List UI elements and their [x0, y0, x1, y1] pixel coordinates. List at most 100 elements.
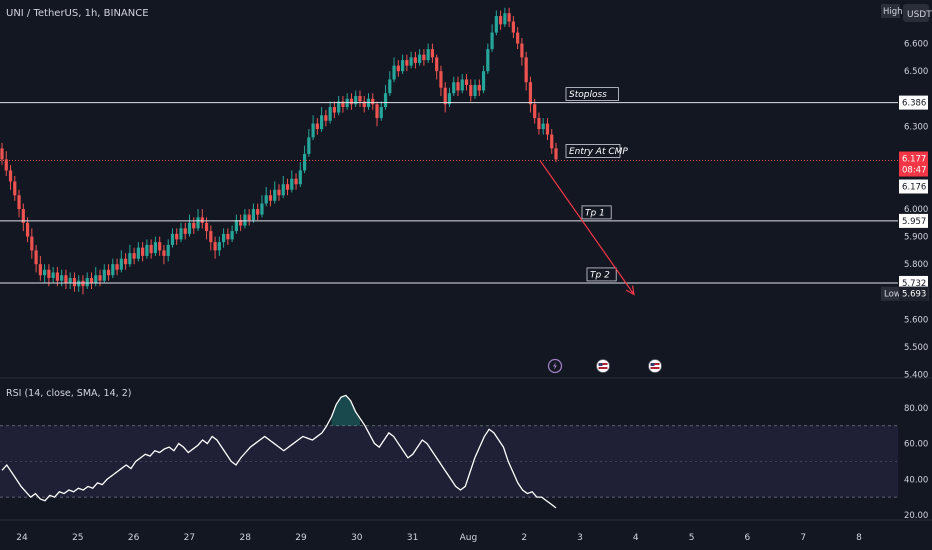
candle-body	[243, 214, 247, 226]
candle-body	[537, 118, 541, 130]
time-tick-label: 3	[577, 533, 583, 543]
candle-body	[192, 222, 196, 229]
candle-body	[383, 93, 388, 108]
candle-body	[341, 101, 345, 108]
candle-body	[494, 16, 498, 33]
entry-label: Entry At CMP	[569, 147, 628, 157]
candle-body	[72, 277, 77, 287]
candle-body	[85, 277, 89, 287]
currency-button[interactable]	[903, 4, 929, 22]
candle-body	[477, 84, 481, 91]
candle-body	[435, 57, 439, 72]
candle-body	[89, 277, 94, 284]
candle-body	[388, 79, 392, 94]
price-tick-label: 5.400	[904, 370, 928, 380]
candle-body	[175, 233, 179, 240]
candle-body	[204, 222, 209, 232]
candle-body	[4, 159, 8, 171]
countdown-label: 08:47	[902, 166, 927, 176]
candle-body	[43, 269, 47, 276]
level-price-badge	[899, 213, 928, 228]
time-tick-label: 4	[633, 533, 639, 543]
flag-icon	[648, 359, 662, 373]
candle-body	[98, 275, 102, 281]
candle-body	[106, 269, 111, 276]
level-price-badge	[899, 95, 928, 110]
candle-body	[520, 43, 524, 58]
price-tick-label: 5.900	[904, 233, 928, 243]
candle-body	[371, 98, 375, 105]
rsi-tick-label: 20.00	[904, 511, 928, 521]
candle-body	[511, 21, 515, 33]
price-tick-label: 5.800	[904, 260, 928, 270]
candle-body	[443, 87, 447, 105]
candle-body	[38, 264, 42, 276]
level-label-box	[586, 267, 617, 282]
time-tick-label: 29	[295, 533, 307, 543]
candle-body	[507, 13, 511, 22]
candle-body	[545, 123, 550, 135]
time-tick-label: 2	[521, 533, 527, 543]
flag-stripe	[598, 363, 608, 365]
candle-body	[375, 104, 379, 119]
candle-body	[256, 209, 260, 215]
candle-body	[17, 195, 21, 210]
candle-body	[469, 84, 473, 96]
candle-body	[111, 264, 115, 276]
candle-body	[281, 184, 285, 196]
candle-body	[141, 247, 145, 256]
candle-body	[422, 54, 426, 61]
candle-body	[94, 275, 98, 284]
time-tick-label: Aug	[460, 533, 478, 543]
candle-body	[315, 123, 319, 130]
level-label: Stoploss	[569, 90, 607, 100]
candle-body	[481, 71, 486, 91]
level-price-label: 6.386	[902, 99, 926, 109]
candle-body	[409, 57, 413, 66]
candle-body	[554, 148, 558, 160]
time-tick-label: 30	[351, 533, 363, 543]
candle-body	[277, 189, 281, 196]
candle-body	[307, 137, 311, 154]
level-price-badge	[899, 275, 928, 290]
candle-body	[405, 60, 409, 66]
candle-body	[128, 253, 132, 265]
candle-body	[200, 217, 204, 223]
flag-canton	[598, 363, 603, 366]
candlestick-series	[0, 7, 558, 295]
entry-price-label: 6.176	[902, 183, 926, 193]
candle-body	[358, 95, 362, 102]
arrow-line	[539, 160, 635, 295]
level-label: Tp 2	[590, 270, 610, 280]
candle-body	[0, 148, 4, 160]
time-tick-label: 28	[239, 533, 251, 543]
time-axis: 24 25 26 27 28 29 30 31 Aug 2 3 4 5 6 7 8	[16, 533, 862, 543]
flag-stripe	[650, 367, 660, 369]
event-icons	[547, 358, 662, 374]
candle-body	[456, 82, 460, 91]
candle-body	[528, 82, 533, 105]
entry-price-badge	[899, 179, 928, 194]
candle-body	[430, 49, 435, 58]
flag-canton	[650, 363, 655, 366]
candle-body	[119, 258, 123, 270]
low-price-badge	[899, 286, 928, 301]
rsi-band	[0, 425, 898, 498]
candle-body	[209, 231, 213, 243]
candle-body	[396, 65, 400, 72]
trade-arrow	[539, 160, 635, 296]
candle-body	[362, 101, 366, 108]
low-price-label: 5.693	[902, 290, 926, 300]
candle-body	[285, 184, 290, 190]
flag-stripe	[650, 363, 660, 365]
currency-label: USDT	[907, 10, 932, 20]
candle-body	[337, 101, 341, 113]
candle-body	[30, 236, 34, 251]
candle-body	[490, 32, 494, 50]
candle-body	[418, 54, 422, 63]
candle-body	[349, 98, 354, 105]
price-tick-label: 6.300	[904, 122, 928, 132]
candle-body	[379, 107, 383, 119]
